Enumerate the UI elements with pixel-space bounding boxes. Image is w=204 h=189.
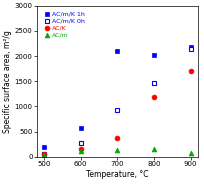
X-axis label: Temperature, °C: Temperature, °C bbox=[86, 170, 149, 179]
Y-axis label: Specific surface area, m²/g: Specific surface area, m²/g bbox=[3, 30, 12, 133]
Legend: AC/m/K 1h, AC/m/K 0h, AC/K, AC/m: AC/m/K 1h, AC/m/K 0h, AC/K, AC/m bbox=[43, 10, 86, 39]
